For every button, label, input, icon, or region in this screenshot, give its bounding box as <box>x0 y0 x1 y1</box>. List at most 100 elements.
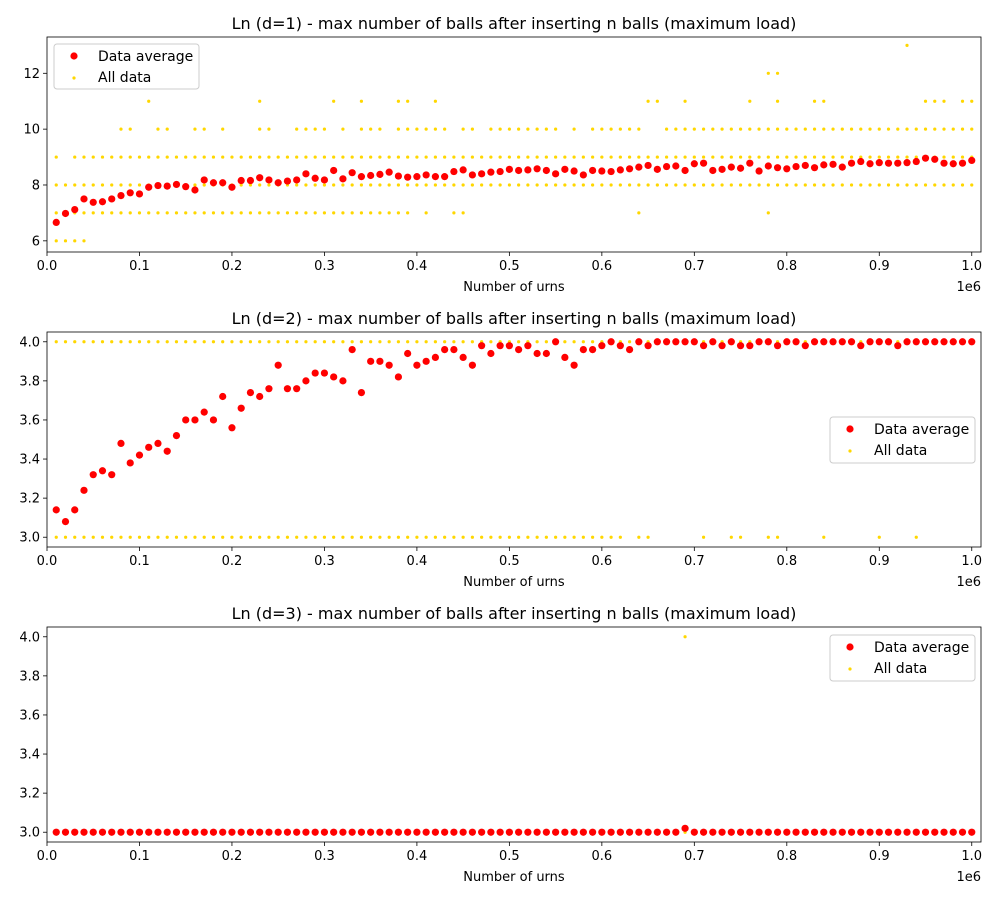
data-point-average <box>662 828 671 836</box>
data-point-all <box>905 183 909 187</box>
data-point-average <box>431 828 439 836</box>
data-point-all <box>322 127 327 131</box>
data-point-average <box>172 828 181 836</box>
y-tick-label: 3.8 <box>19 374 40 389</box>
data-point-average <box>311 174 319 182</box>
data-point-all <box>73 239 77 243</box>
data-point-average <box>755 167 763 175</box>
data-point-all <box>664 155 669 159</box>
data-point-all <box>591 127 595 131</box>
data-point-average <box>413 828 421 836</box>
data-point-average <box>191 416 199 424</box>
data-point-average <box>108 195 116 203</box>
data-point-all <box>322 183 327 187</box>
data-point-average <box>450 345 458 354</box>
data-point-all <box>73 340 77 344</box>
data-point-all <box>905 155 909 159</box>
y-tick-label: 3.0 <box>19 531 40 546</box>
data-point-all <box>748 127 752 131</box>
data-point-all <box>267 211 271 215</box>
x-tick-label: 0.3 <box>314 849 335 864</box>
data-point-all <box>664 127 669 131</box>
data-point-average <box>579 828 587 836</box>
x-tick-label: 0.7 <box>684 554 705 569</box>
y-tick-label: 6 <box>32 234 40 249</box>
data-point-all <box>82 211 86 215</box>
data-point-all <box>396 127 401 131</box>
data-point-average <box>884 338 893 346</box>
axes-frame <box>46 626 982 843</box>
data-point-all <box>267 155 271 159</box>
data-point-average <box>98 467 107 475</box>
data-point-all <box>970 99 974 103</box>
data-point-all <box>378 535 382 539</box>
data-point-average <box>172 431 181 440</box>
data-point-average <box>552 338 560 346</box>
data-point-all <box>239 535 243 539</box>
data-point-all <box>581 535 585 539</box>
data-point-all <box>369 211 373 215</box>
data-point-all <box>295 211 299 215</box>
data-point-all <box>248 183 253 187</box>
data-point-all <box>221 155 225 159</box>
data-point-all <box>82 239 86 243</box>
data-point-all <box>720 155 724 159</box>
data-point-all <box>387 155 391 159</box>
data-point-all <box>202 535 206 539</box>
data-point-average <box>135 828 144 836</box>
data-point-all <box>202 127 206 131</box>
data-point-all <box>942 127 946 131</box>
axes-frame <box>46 331 982 548</box>
data-point-average <box>866 828 874 836</box>
data-point-all <box>470 183 474 187</box>
data-point-all <box>433 535 437 539</box>
y-tick-label: 4.0 <box>19 335 40 350</box>
data-point-all <box>332 99 336 103</box>
data-point-average <box>163 828 171 836</box>
data-point-all <box>877 183 881 187</box>
data-point-all <box>960 99 965 103</box>
data-point-all <box>775 71 780 75</box>
data-point-average <box>357 388 366 397</box>
data-point-average <box>552 828 560 836</box>
data-point-all <box>840 127 844 131</box>
data-point-average <box>681 338 689 346</box>
data-point-average <box>219 179 227 187</box>
data-point-average <box>709 338 717 346</box>
data-point-average <box>394 172 403 180</box>
data-point-all <box>443 340 447 344</box>
data-point-average <box>219 392 227 401</box>
data-point-average <box>172 180 181 189</box>
data-point-all <box>341 155 345 159</box>
data-point-average <box>52 218 60 227</box>
data-point-all <box>63 535 68 539</box>
x-tick-label: 0.7 <box>684 259 705 274</box>
x-tick-label: 0.9 <box>869 849 890 864</box>
data-point-average <box>52 506 60 514</box>
data-point-average <box>690 160 698 168</box>
data-point-average <box>209 416 218 424</box>
data-point-all <box>544 340 548 344</box>
data-point-average <box>894 828 902 836</box>
data-point-average <box>644 161 652 170</box>
data-point-all <box>859 183 863 187</box>
data-point-all <box>877 535 881 539</box>
data-point-all <box>766 183 770 187</box>
y-tick-label: 3.2 <box>19 787 40 802</box>
series-all-data <box>54 340 974 539</box>
data-point-average <box>376 170 384 178</box>
data-point-all <box>221 340 225 344</box>
data-point-all <box>535 535 539 539</box>
data-point-all <box>535 155 539 159</box>
data-point-average <box>524 166 532 174</box>
data-point-average <box>931 338 939 346</box>
data-point-all <box>415 535 419 539</box>
data-point-all <box>609 183 613 187</box>
data-point-average <box>154 828 162 836</box>
data-point-average <box>662 338 671 346</box>
data-point-all <box>960 183 965 187</box>
data-point-all <box>526 155 530 159</box>
data-point-average <box>468 361 476 369</box>
data-point-all <box>766 71 770 75</box>
data-point-all <box>794 155 798 159</box>
